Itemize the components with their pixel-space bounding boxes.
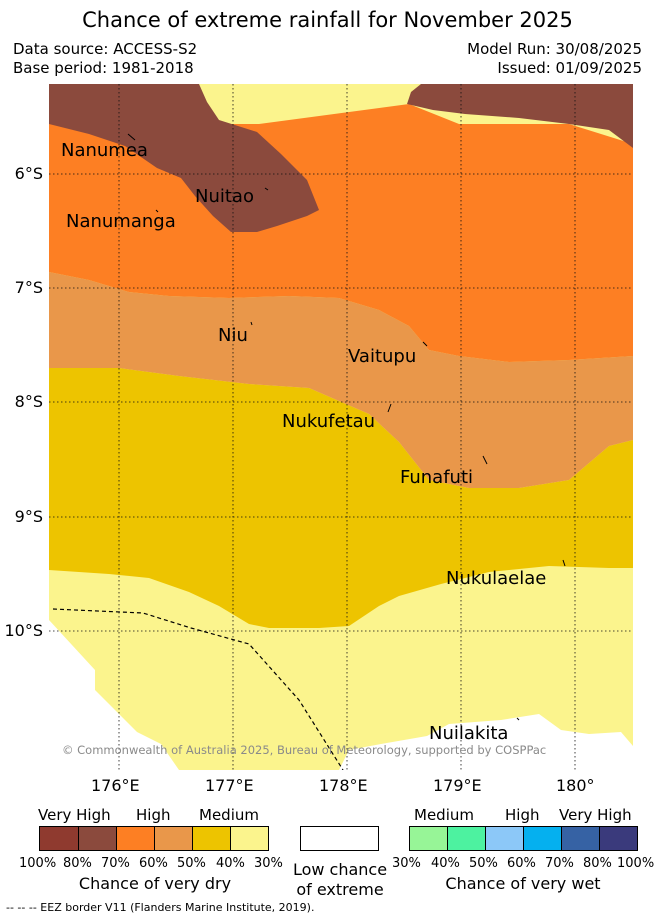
legend-wet-swatch-5	[561, 826, 600, 851]
zone-low-chance-south	[339, 714, 633, 770]
legend-dry-swatch-1	[39, 826, 79, 851]
lon-label-178e: 178°E	[319, 776, 368, 795]
eez-border-footnote: -- -- -- EEZ border V11 (Flanders Marine…	[6, 901, 315, 914]
legend-wet-tick-80: 80%	[583, 856, 612, 871]
lon-label-180: 180°	[556, 776, 595, 795]
zone-very-high-dry-east	[407, 84, 633, 148]
lon-label-176e: 176°E	[91, 776, 140, 795]
legend-low-caption-2: of extreme	[296, 880, 384, 899]
legend-dry-swatch-3	[116, 826, 155, 851]
model-run-label: Model Run: 30/08/2025	[467, 40, 642, 58]
legend-dry-tick-50: 50%	[177, 856, 206, 871]
legend-dry-tick-70: 70%	[101, 856, 130, 871]
island-label-nanumea: Nanumea	[61, 140, 148, 161]
lat-label-7s: 7°S	[14, 278, 43, 297]
lon-label-179e: 179°E	[433, 776, 482, 795]
island-label-nukulaelae: Nukulaelae	[446, 568, 547, 589]
legend-dry-very-high: Very High	[38, 806, 111, 824]
legend-wet-high: High	[505, 806, 540, 824]
legend-wet-swatch-2	[447, 826, 486, 851]
data-source-label: Data source: ACCESS-S2	[13, 40, 198, 58]
zone-medium-high-dry	[49, 272, 633, 488]
zone-medium-dry	[49, 368, 633, 628]
island-label-vaitupu: Vaitupu	[348, 346, 417, 367]
island-label-funafuti: Funafuti	[400, 467, 474, 488]
legend-dry-high: High	[136, 806, 171, 824]
legend-wet-caption: Chance of very wet	[445, 874, 601, 893]
zone-low-chance-west	[49, 620, 179, 770]
island-label-nukufetau: Nukufetau	[282, 411, 376, 432]
legend-wet-tick-70: 70%	[545, 856, 574, 871]
legend-wet-tick-40: 40%	[431, 856, 460, 871]
lat-label-9s: 9°S	[14, 507, 43, 526]
legend-wet-tick-60: 60%	[507, 856, 536, 871]
legend-wet-swatch-4	[523, 826, 562, 851]
lat-label-6s: 6°S	[14, 164, 43, 183]
rainfall-map	[49, 84, 633, 770]
issued-label: Issued: 01/09/2025	[497, 59, 642, 77]
map-title: Chance of extreme rainfall for November …	[82, 8, 573, 32]
eez-border-line	[52, 608, 344, 770]
island-label-nanumanga: Nanumanga	[66, 211, 176, 232]
legend-low-caption-1: Low chance	[292, 860, 388, 879]
legend-wet-swatch-3	[485, 826, 524, 851]
legend-wet-tick-50: 50%	[469, 856, 498, 871]
legend-dry-tick-30: 30%	[254, 856, 283, 871]
legend-wet-tick-30: 30%	[392, 856, 421, 871]
legend-wet-medium: Medium	[414, 806, 474, 824]
legend-wet-very-high: Very High	[559, 806, 632, 824]
legend-wet-tick-100: 100%	[617, 856, 655, 871]
zone-very-high-dry-west	[49, 84, 319, 232]
legend-wet-swatch-1	[409, 826, 448, 851]
legend-dry-caption: Chance of very dry	[78, 874, 232, 893]
legend-dry-tick-40: 40%	[216, 856, 245, 871]
legend-wet-swatch-6	[599, 826, 638, 851]
lat-label-8s: 8°S	[14, 392, 43, 411]
island-label-nuitao: Nuitao	[195, 186, 254, 207]
legend-low-swatch	[300, 826, 379, 851]
legend-dry-swatch-2	[78, 826, 117, 851]
island-markers	[127, 133, 566, 721]
legend-dry-tick-60: 60%	[139, 856, 168, 871]
base-period-label: Base period: 1981-2018	[13, 59, 194, 77]
island-label-niu: Niu	[218, 325, 248, 346]
copyright-notice: © Commonwealth of Australia 2025, Bureau…	[62, 743, 547, 757]
legend-dry-medium: Medium	[199, 806, 259, 824]
lon-label-177e: 177°E	[205, 776, 254, 795]
legend-dry-swatch-4	[154, 826, 193, 851]
legend-dry-tick-100: 100%	[19, 856, 57, 871]
legend-dry-swatch-6	[230, 826, 269, 851]
island-label-nuilakita: Nuilakita	[429, 723, 509, 744]
graticule	[49, 84, 633, 770]
lat-label-10s: 10°S	[4, 621, 43, 640]
legend-dry-tick-80: 80%	[63, 856, 92, 871]
legend-dry-swatch-5	[192, 826, 231, 851]
